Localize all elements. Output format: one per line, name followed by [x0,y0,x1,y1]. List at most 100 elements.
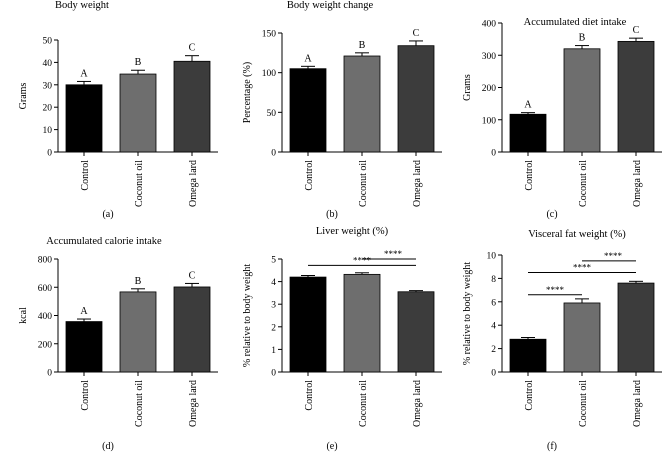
x-tick-label: Control [524,160,535,191]
y-tick-label: 300 [482,52,497,62]
y-tick-label: 20 [43,104,53,114]
bar [509,113,547,153]
bar [65,84,103,153]
y-axis-label: kcal [18,307,29,324]
y-tick-label: 0 [491,149,496,159]
y-tick-label: 200 [38,340,53,350]
significance-stars: **** [384,249,403,259]
significance-letter: B [135,57,142,68]
chart-panel-5: Liver weight (%) 0 1 2 3 4 5 % relative to body… [242,226,442,452]
y-axis-label: Grams [462,74,473,101]
y-tick-label: 2 [491,345,496,355]
x-tick-label: Coconut oil [578,380,589,427]
y-tick-label: 40 [43,59,53,69]
y-tick-label: 100 [262,69,277,79]
panel-label: (c) [546,209,557,220]
y-tick-label: 50 [267,109,277,119]
panel-label: (f) [547,441,557,452]
x-tick-label: Control [524,380,535,411]
bar [563,302,601,373]
chart-title: Accumulated diet intake [524,17,627,28]
significance-stars: **** [546,285,565,295]
x-tick-label: Omega lard [412,380,423,427]
significance-letter: A [304,53,312,64]
chart-title: Visceral fat weight (%) [528,229,626,240]
bar [289,276,327,373]
bar [397,45,435,153]
significance-stars: **** [573,263,592,273]
bar [563,48,601,153]
significance-letter: C [413,28,420,39]
y-tick-label: 1 [271,346,276,356]
x-tick-label: Control [80,380,91,411]
x-tick-label: Coconut oil [578,160,589,207]
significance-stars: **** [353,255,372,265]
significance-letter: C [633,25,640,36]
y-tick-label: 0 [271,369,276,379]
significance-letter: B [359,40,366,51]
chart-title: Liver weight (%) [316,226,389,237]
significance-letter: B [135,276,142,287]
x-tick-label: Control [304,160,315,191]
bar [173,60,211,153]
chart-title: Accumulated calorie intake [46,236,162,247]
y-tick-label: 50 [43,37,53,47]
x-tick-label: Omega lard [188,380,199,427]
x-tick-label: Coconut oil [358,160,369,207]
significance-letter: A [80,306,88,317]
chart-panel-2: Body weight change 0 50 100 150 Percentage (%… [242,0,442,220]
significance-stars: **** [604,251,623,261]
y-tick-label: 600 [38,284,53,294]
panel-label: (a) [102,209,113,220]
y-tick-label: 0 [271,149,276,159]
y-axis-label: Percentage (%) [242,62,253,123]
bar [65,321,103,373]
x-tick-label: Coconut oil [134,380,145,427]
y-tick-label: 800 [38,256,53,266]
chart-panel-3: Accumulated diet intake 0 100 200 300 400 Gram… [462,17,662,220]
x-tick-label: Omega lard [188,160,199,207]
y-tick-label: 4 [491,322,496,332]
bar [173,286,211,373]
y-tick-label: 30 [43,81,53,91]
significance-letter: C [189,43,196,54]
bar [119,73,157,153]
y-tick-label: 3 [271,301,276,311]
bar [119,291,157,373]
x-tick-label: Control [304,380,315,411]
chart-panel-6: Visceral fat weight (%) 0 2 4 6 8 10 % relative… [462,229,662,452]
significance-letter: C [189,270,196,281]
y-tick-label: 6 [491,298,496,308]
x-tick-label: Control [80,160,91,191]
chart-title: Body weight change [287,0,374,11]
y-tick-label: 400 [38,312,53,322]
y-tick-label: 200 [482,84,497,94]
significance-letter: A [524,100,532,111]
x-tick-label: Omega lard [632,380,643,427]
bar [343,273,381,373]
y-tick-label: 150 [262,30,277,40]
significance-letter: A [80,68,88,79]
y-tick-label: 400 [482,20,497,30]
panel-label: (d) [102,441,114,452]
x-tick-label: Coconut oil [358,380,369,427]
significance-letter: B [579,33,586,44]
bar [509,338,547,373]
y-axis-label: % relative to body weight [242,264,253,368]
y-tick-label: 0 [47,149,52,159]
bar [343,55,381,153]
bar [289,68,327,153]
panel-label: (e) [326,441,337,452]
bar [397,291,435,373]
y-tick-label: 10 [43,126,53,136]
y-axis-label: % relative to body weight [462,262,473,366]
y-tick-label: 4 [271,278,276,288]
y-tick-label: 10 [487,252,497,262]
y-tick-label: 2 [271,323,276,333]
panel-label: (b) [326,209,338,220]
bar [617,282,655,373]
y-tick-label: 8 [491,275,496,285]
chart-panel-1: Body weight 0 10 20 30 40 50 Grams A Control B Coco… [18,0,218,220]
